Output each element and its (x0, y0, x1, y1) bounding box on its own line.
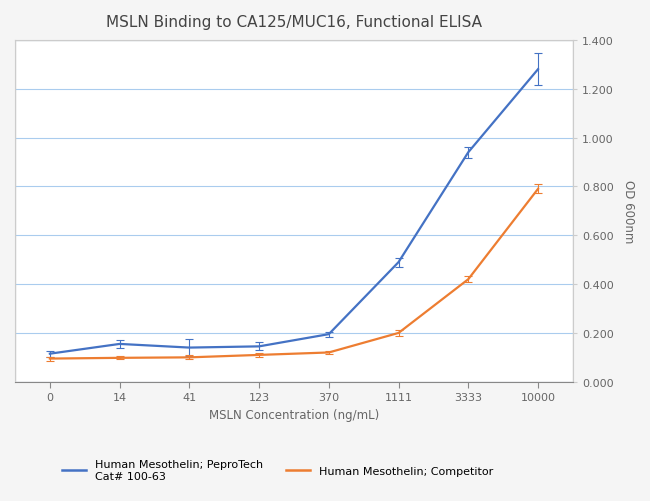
X-axis label: MSLN Concentration (ng/mL): MSLN Concentration (ng/mL) (209, 408, 379, 421)
Legend: Human Mesothelin; PeproTech
Cat# 100-63, Human Mesothelin; Competitor: Human Mesothelin; PeproTech Cat# 100-63,… (58, 455, 498, 485)
Title: MSLN Binding to CA125/MUC16, Functional ELISA: MSLN Binding to CA125/MUC16, Functional … (106, 15, 482, 30)
Y-axis label: OD 600nm: OD 600nm (622, 180, 635, 243)
